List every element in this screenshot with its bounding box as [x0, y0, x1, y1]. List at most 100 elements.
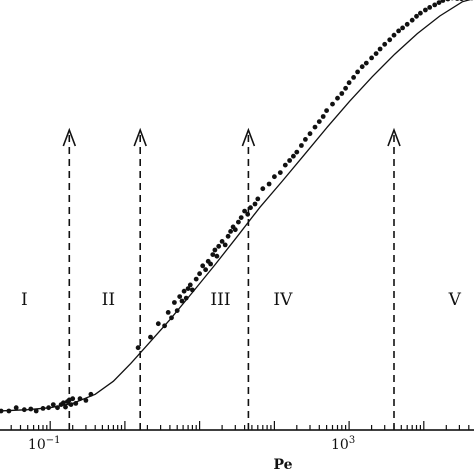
data-point	[190, 287, 195, 293]
data-point	[46, 405, 51, 411]
data-point	[414, 13, 419, 19]
data-point	[369, 55, 374, 61]
data-point	[312, 124, 318, 130]
data-point	[404, 21, 410, 27]
data-point	[459, 0, 464, 2]
data-point	[135, 345, 141, 351]
region-label: III	[210, 290, 230, 310]
x-tick-label-exponent: 3	[349, 435, 355, 446]
region-label: V	[448, 290, 462, 310]
data-point	[232, 227, 238, 233]
data-point	[40, 406, 46, 411]
x-tick-label: 103	[331, 435, 355, 453]
x-tick-label: 10−1	[28, 435, 61, 453]
data-point	[177, 294, 183, 299]
data-point	[382, 41, 388, 47]
data-point	[219, 239, 225, 244]
data-point	[427, 5, 433, 10]
data-point	[277, 170, 283, 176]
data-point	[169, 315, 174, 321]
data-point	[339, 91, 345, 96]
data-point	[252, 201, 258, 207]
data-point	[73, 401, 79, 406]
data-point	[21, 407, 27, 413]
data-point	[423, 7, 428, 13]
data-point	[236, 219, 241, 225]
data-point	[6, 408, 12, 414]
data-point	[396, 28, 401, 34]
data-point	[179, 298, 185, 304]
data-point	[255, 196, 261, 202]
data-point	[148, 334, 153, 340]
data-point	[245, 211, 251, 217]
region-label: IV	[273, 290, 293, 310]
x-axis-label: Pe	[273, 457, 292, 473]
data-point	[174, 308, 180, 313]
data-point	[436, 0, 442, 5]
data-point	[445, 0, 451, 2]
data-point	[359, 64, 365, 70]
data-point	[400, 25, 405, 31]
data-point	[181, 288, 187, 294]
data-point	[155, 321, 161, 327]
data-point	[291, 153, 296, 159]
data-point	[287, 158, 292, 163]
data-point	[455, 0, 460, 1]
data-point	[391, 32, 397, 38]
data-points	[0, 0, 474, 414]
data-point	[183, 295, 189, 301]
data-point	[210, 252, 216, 257]
data-point	[88, 391, 94, 397]
fit-curve	[0, 0, 472, 412]
data-point	[193, 276, 199, 282]
data-point	[208, 261, 214, 267]
data-point	[351, 75, 356, 80]
data-point	[68, 402, 74, 407]
data-point	[355, 69, 360, 75]
data-point	[373, 51, 379, 56]
data-point	[172, 300, 177, 305]
data-point	[377, 46, 383, 52]
data-point	[282, 162, 288, 168]
region-boundaries	[62, 127, 401, 430]
data-point	[228, 229, 234, 234]
data-point	[212, 247, 218, 253]
x-axis-ticks	[10, 421, 470, 430]
data-point	[418, 10, 423, 16]
data-point	[432, 2, 438, 8]
data-point	[409, 17, 415, 23]
data-point	[222, 242, 228, 248]
data-point	[28, 406, 34, 412]
region-labels: I II III IV V	[21, 290, 462, 310]
data-point	[440, 0, 446, 3]
data-point	[324, 108, 329, 113]
region-boundary-arrow	[133, 127, 147, 147]
region-boundary-arrow	[387, 127, 401, 147]
plot-frame	[0, 429, 474, 431]
region-boundary-arrow	[241, 127, 256, 147]
data-point	[303, 137, 308, 142]
data-point	[0, 408, 4, 414]
data-point	[242, 208, 248, 214]
data-point	[266, 181, 272, 187]
data-point	[387, 37, 393, 43]
data-point	[307, 131, 313, 137]
data-point	[162, 323, 168, 329]
data-point	[83, 398, 89, 403]
x-axis-tick-labels: 10−1 103	[28, 435, 355, 453]
data-point	[33, 408, 39, 414]
data-point	[260, 186, 266, 192]
data-point	[200, 263, 206, 269]
data-point	[346, 80, 352, 86]
data-point	[165, 310, 171, 315]
data-point	[465, 0, 469, 1]
data-point	[248, 205, 253, 211]
data-point	[197, 271, 203, 277]
x-tick-label-exponent: −1	[46, 435, 61, 446]
data-point	[238, 215, 244, 221]
data-point	[272, 174, 277, 180]
data-point	[335, 95, 340, 101]
region-boundary-arrow	[62, 127, 77, 147]
